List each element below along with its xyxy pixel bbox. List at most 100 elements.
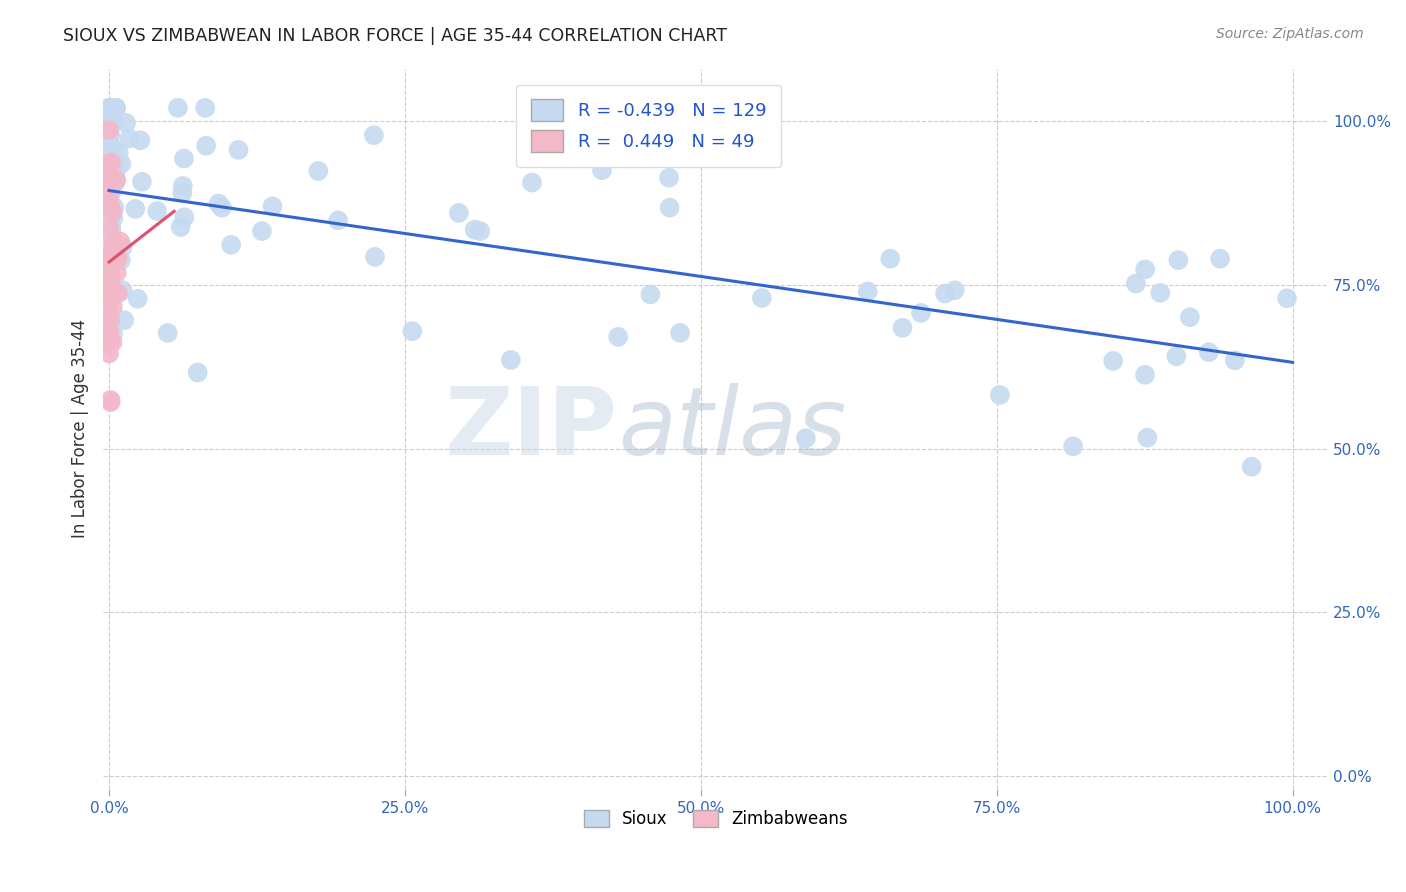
Point bbox=[1275, 291, 1298, 305]
Point bbox=[98, 101, 121, 115]
Point bbox=[98, 201, 121, 215]
Point bbox=[98, 270, 121, 285]
Point bbox=[1135, 262, 1157, 277]
Point bbox=[105, 173, 128, 187]
Point bbox=[100, 224, 122, 238]
Point bbox=[640, 287, 662, 301]
Point bbox=[98, 195, 121, 210]
Point bbox=[520, 176, 543, 190]
Point bbox=[98, 175, 121, 189]
Point bbox=[107, 252, 129, 266]
Point bbox=[98, 266, 121, 280]
Point bbox=[98, 248, 121, 262]
Point bbox=[115, 116, 138, 130]
Point bbox=[98, 162, 121, 177]
Point bbox=[98, 270, 121, 285]
Point bbox=[98, 236, 121, 251]
Point bbox=[105, 252, 128, 266]
Point bbox=[98, 280, 121, 294]
Point bbox=[1209, 252, 1232, 266]
Point bbox=[100, 287, 122, 301]
Point bbox=[98, 212, 121, 227]
Point bbox=[1166, 349, 1188, 363]
Point bbox=[103, 235, 125, 249]
Point bbox=[98, 109, 121, 123]
Point bbox=[112, 313, 135, 327]
Point bbox=[879, 252, 901, 266]
Point bbox=[98, 271, 121, 285]
Point bbox=[173, 152, 195, 166]
Point bbox=[307, 164, 329, 178]
Point bbox=[98, 198, 121, 212]
Point bbox=[98, 312, 121, 326]
Point bbox=[156, 326, 179, 340]
Point bbox=[464, 223, 486, 237]
Point bbox=[1102, 354, 1125, 368]
Point bbox=[172, 179, 194, 194]
Point bbox=[751, 291, 773, 305]
Point bbox=[98, 136, 121, 151]
Point bbox=[98, 257, 121, 271]
Point bbox=[447, 206, 470, 220]
Point bbox=[910, 306, 932, 320]
Point bbox=[173, 211, 195, 225]
Point bbox=[1125, 277, 1147, 291]
Point bbox=[98, 237, 121, 252]
Point bbox=[100, 255, 122, 269]
Point bbox=[98, 187, 121, 202]
Point bbox=[194, 101, 217, 115]
Text: Source: ZipAtlas.com: Source: ZipAtlas.com bbox=[1216, 27, 1364, 41]
Point bbox=[98, 101, 121, 115]
Point bbox=[401, 324, 423, 338]
Point bbox=[891, 320, 914, 334]
Point bbox=[105, 101, 128, 115]
Point bbox=[98, 188, 121, 202]
Text: atlas: atlas bbox=[617, 384, 846, 475]
Point bbox=[103, 201, 125, 215]
Point bbox=[98, 173, 121, 187]
Point bbox=[98, 123, 121, 137]
Point bbox=[98, 220, 121, 235]
Point bbox=[98, 161, 121, 176]
Point bbox=[108, 145, 131, 160]
Point bbox=[98, 153, 121, 167]
Point bbox=[100, 251, 122, 265]
Point bbox=[98, 222, 121, 236]
Point bbox=[658, 201, 681, 215]
Point bbox=[107, 286, 129, 301]
Point bbox=[101, 300, 124, 314]
Point bbox=[98, 101, 121, 115]
Point bbox=[104, 157, 127, 171]
Point bbox=[98, 161, 121, 175]
Y-axis label: In Labor Force | Age 35-44: In Labor Force | Age 35-44 bbox=[72, 319, 89, 539]
Point bbox=[100, 155, 122, 169]
Point bbox=[104, 248, 127, 262]
Point bbox=[98, 149, 121, 163]
Point bbox=[1133, 368, 1156, 382]
Point bbox=[250, 224, 273, 238]
Point bbox=[110, 235, 132, 249]
Point bbox=[98, 208, 121, 222]
Point bbox=[607, 330, 630, 344]
Point bbox=[1240, 459, 1263, 474]
Point bbox=[943, 283, 966, 297]
Point bbox=[98, 310, 121, 324]
Point bbox=[98, 326, 121, 340]
Point bbox=[98, 199, 121, 213]
Text: ZIP: ZIP bbox=[444, 383, 617, 475]
Point bbox=[98, 326, 121, 340]
Point bbox=[127, 292, 149, 306]
Point bbox=[98, 336, 121, 351]
Point bbox=[98, 174, 121, 188]
Point bbox=[111, 283, 134, 297]
Point bbox=[100, 395, 122, 409]
Point bbox=[98, 169, 121, 183]
Point bbox=[207, 196, 229, 211]
Point bbox=[363, 128, 385, 143]
Point bbox=[1136, 431, 1159, 445]
Point bbox=[101, 246, 124, 260]
Point bbox=[669, 326, 692, 340]
Point bbox=[100, 221, 122, 235]
Point bbox=[98, 295, 121, 310]
Point bbox=[658, 170, 681, 185]
